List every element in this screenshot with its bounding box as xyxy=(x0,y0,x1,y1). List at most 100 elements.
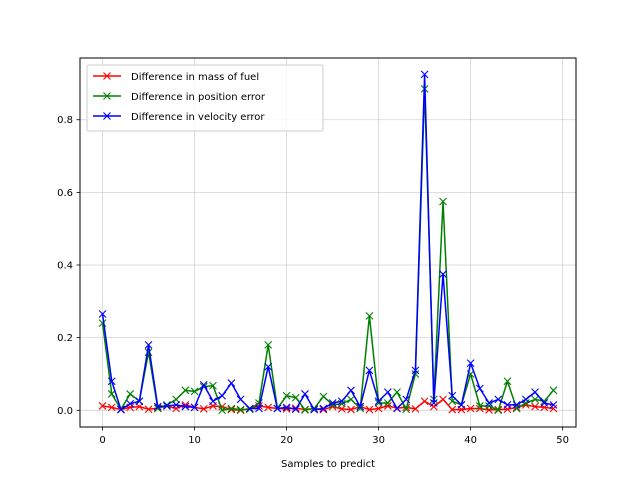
data-point xyxy=(245,404,254,413)
data-point xyxy=(521,395,530,404)
data-point xyxy=(319,392,328,401)
data-point xyxy=(328,399,337,407)
data-point xyxy=(310,405,319,414)
data-point xyxy=(236,395,245,404)
data-point xyxy=(301,406,309,414)
data-point xyxy=(98,310,107,318)
data-point xyxy=(282,404,291,413)
data-point xyxy=(485,399,493,407)
data-point xyxy=(107,403,116,412)
data-point xyxy=(227,404,236,413)
data-point xyxy=(144,348,153,357)
data-point xyxy=(337,397,346,406)
data-point xyxy=(457,400,466,409)
data-point xyxy=(264,362,273,371)
data-point xyxy=(347,395,355,404)
data-point xyxy=(503,400,512,409)
data-point xyxy=(512,404,521,413)
data-point xyxy=(291,405,300,414)
data-point xyxy=(236,405,245,414)
data-point xyxy=(448,405,457,414)
data-point xyxy=(420,70,429,79)
data-point xyxy=(448,391,457,400)
data-point xyxy=(531,395,539,404)
data-point xyxy=(209,381,217,390)
data-point xyxy=(144,341,153,349)
data-point xyxy=(531,388,539,397)
x-tick-label: 40 xyxy=(464,435,477,446)
x-tick-label: 0 xyxy=(99,435,105,446)
data-point xyxy=(181,386,190,395)
legend-entry: Difference in velocity error xyxy=(93,112,265,123)
data-point xyxy=(227,379,236,387)
data-point xyxy=(540,399,549,407)
y-tick-label: 0.0 xyxy=(57,406,73,417)
data-point xyxy=(365,405,374,414)
data-point xyxy=(549,400,558,409)
series-2 xyxy=(98,70,558,414)
data-point xyxy=(218,406,227,415)
data-point xyxy=(402,405,411,414)
data-point xyxy=(466,359,475,367)
data-point xyxy=(494,406,503,415)
data-point xyxy=(374,399,383,407)
series-layer xyxy=(98,70,558,415)
x-tick-label: 20 xyxy=(280,435,293,446)
data-point xyxy=(420,397,429,406)
data-point xyxy=(255,404,263,413)
data-point xyxy=(301,390,309,398)
data-point xyxy=(282,403,291,412)
data-point xyxy=(98,402,107,410)
data-point xyxy=(374,404,383,413)
x-tick-label: 30 xyxy=(372,435,385,446)
data-point xyxy=(393,404,401,413)
data-point xyxy=(172,400,181,409)
legend-box xyxy=(86,64,324,132)
data-point xyxy=(107,377,116,386)
legend-entry: Difference in mass of fuel xyxy=(93,72,259,83)
data-point xyxy=(126,390,135,398)
data-point xyxy=(135,397,144,406)
data-point xyxy=(199,380,208,389)
ticks-layer: 0 10 20 30 40 50 0.0 0.2 0.4 0.6 0.8 xyxy=(57,115,569,446)
data-point xyxy=(429,402,438,411)
data-point xyxy=(549,386,558,395)
y-tick-label: 0.2 xyxy=(57,333,73,344)
data-point xyxy=(402,395,411,404)
data-point xyxy=(181,402,190,411)
legend-label: Difference in velocity error xyxy=(131,112,265,123)
data-point xyxy=(475,402,484,410)
data-point xyxy=(485,402,493,410)
data-point xyxy=(356,402,365,411)
data-point xyxy=(190,403,199,412)
data-point xyxy=(135,402,144,411)
data-point xyxy=(209,397,217,406)
data-point xyxy=(291,393,300,402)
series-line xyxy=(102,398,554,412)
data-point xyxy=(374,397,383,406)
data-point xyxy=(475,384,484,393)
data-point xyxy=(117,405,125,414)
data-point xyxy=(163,402,171,410)
y-tick-label: 0.4 xyxy=(57,261,73,272)
legend: Difference in mass of fuel Difference in … xyxy=(86,64,324,132)
data-point xyxy=(383,388,392,397)
data-point xyxy=(365,366,374,375)
data-point xyxy=(264,341,273,349)
legend-label: Difference in mass of fuel xyxy=(131,72,259,83)
data-point xyxy=(411,404,420,413)
data-point xyxy=(319,404,328,413)
plot-frame xyxy=(79,57,577,428)
data-point xyxy=(282,391,291,400)
data-point xyxy=(383,399,392,407)
data-point xyxy=(439,395,447,404)
data-point xyxy=(172,395,181,404)
data-point xyxy=(144,405,153,414)
data-point xyxy=(512,400,521,409)
data-point xyxy=(466,404,475,413)
data-point xyxy=(347,405,355,414)
data-point xyxy=(218,391,227,400)
data-point xyxy=(347,386,355,395)
data-point xyxy=(172,404,181,413)
